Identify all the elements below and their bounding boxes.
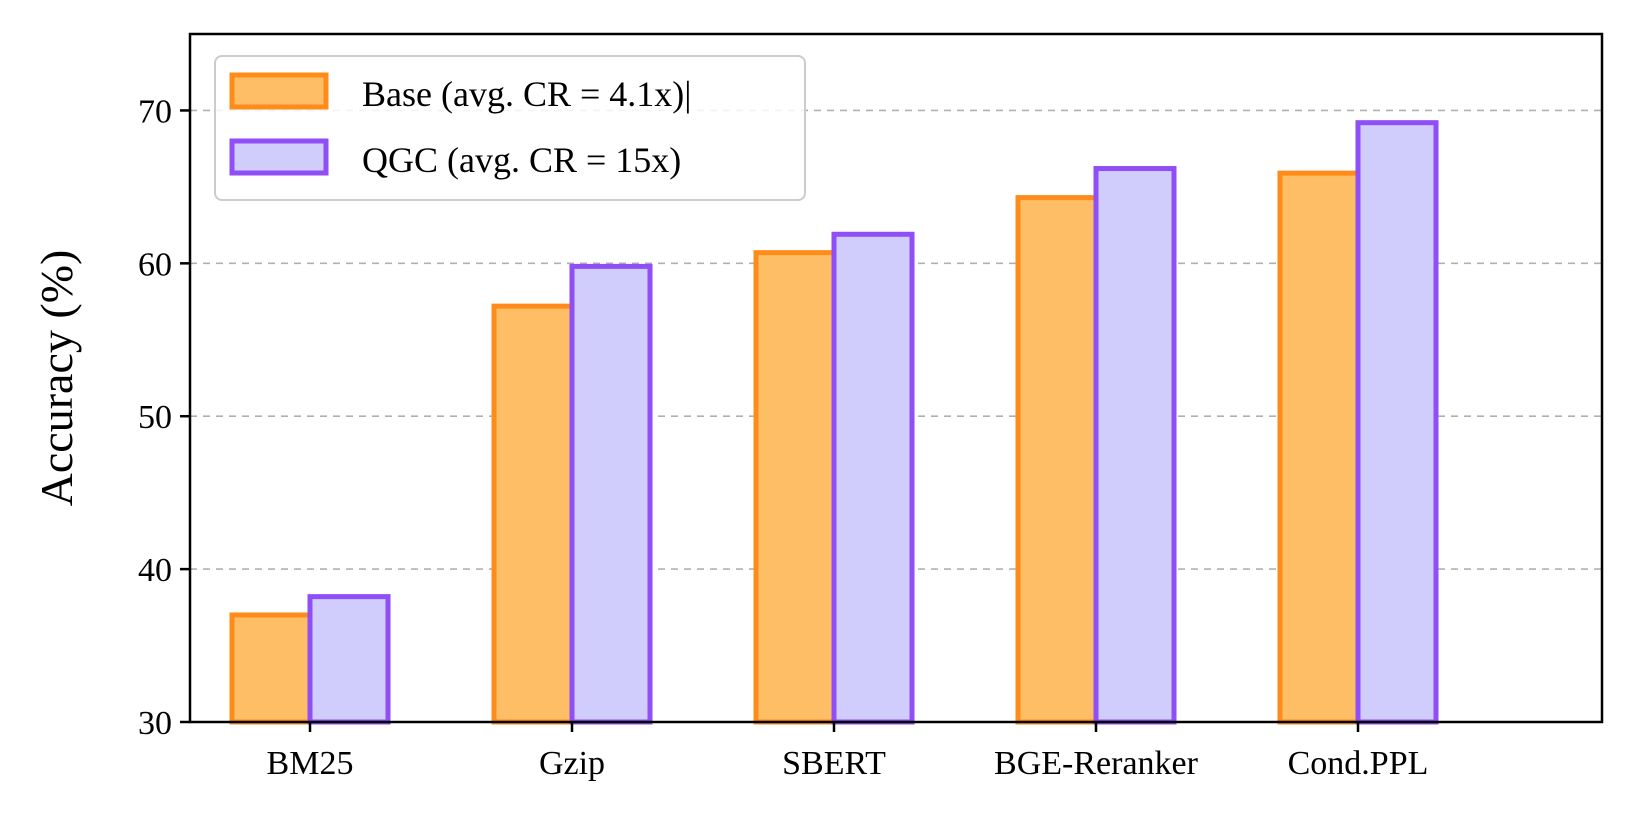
y-tick-label: 70 [138,93,172,130]
bar-base-gzip [491,303,575,725]
bars [229,120,1439,725]
bar-base-cond-ppl [1277,170,1361,725]
bar-qgc-gzip [569,263,653,725]
x-tick-label: SBERT [782,745,886,782]
legend-swatch-qgc [229,138,329,176]
bar-qgc-bge-reranker [1093,166,1177,725]
legend-label-base: Base (avg. CR = 4.1x)| [362,74,691,114]
bar-base-bm25 [229,612,313,725]
y-axis: 30 40 50 60 70 [138,93,190,742]
bar-qgc-cond-ppl [1355,120,1439,725]
bar-qgc-bm25 [307,594,391,725]
legend-frame [214,55,806,201]
y-tick-label: 30 [138,705,172,742]
y-axis-title: Accuracy (%) [31,250,82,507]
y-tick-label: 40 [138,552,172,589]
bar-base-sbert [753,250,837,725]
bar-base-bge-reranker [1015,195,1099,725]
x-tick-label: BGE-Reranker [994,745,1199,782]
bar-qgc-sbert [831,231,915,725]
legend-label-qgc: QGC (avg. CR = 15x) [362,140,681,180]
x-tick-label: Cond.PPL [1288,745,1429,782]
legend: Base (avg. CR = 4.1x)| QGC (avg. CR = 15… [214,55,806,201]
x-tick-label: BM25 [267,745,354,782]
y-tick-label: 50 [138,399,172,436]
x-tick-label: Gzip [539,745,605,782]
legend-swatch-base [229,72,329,110]
plot-frame [188,32,1604,724]
y-tick-label: 60 [138,246,172,283]
x-axis: BM25 Gzip SBERT BGE-Reranker Cond.PPL [267,722,1429,782]
